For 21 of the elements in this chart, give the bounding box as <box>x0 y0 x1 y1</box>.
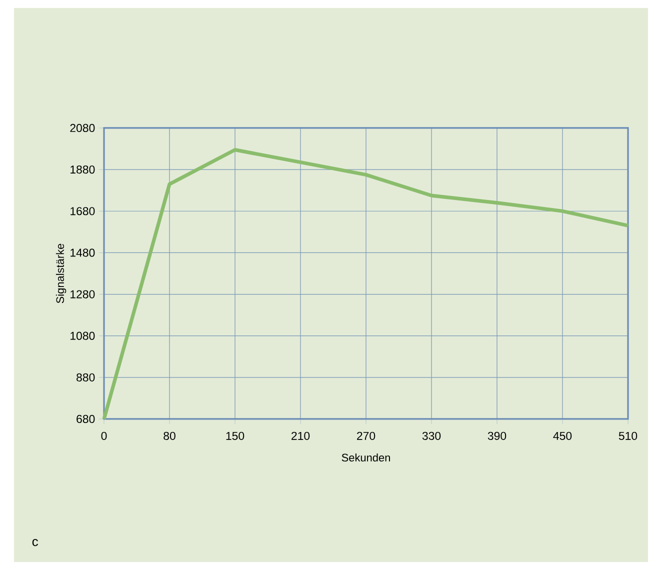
y-tick-label: 1880 <box>70 166 95 174</box>
y-tick-label: 880 <box>76 373 95 382</box>
y-tick-label: 2080 <box>70 124 95 132</box>
x-axis-title: Sekunden <box>342 453 390 462</box>
y-tick-label: 680 <box>76 414 95 424</box>
x-tick-label: 150 <box>226 432 244 440</box>
x-tick-label: 210 <box>292 432 310 440</box>
x-tick-label: 80 <box>164 432 176 440</box>
x-tick-label: 390 <box>488 432 506 440</box>
x-tick-label: 510 <box>618 432 638 440</box>
y-axis-title: Signalstärke <box>56 244 66 304</box>
x-tick-label: 330 <box>422 432 441 440</box>
y-tick-label: 1680 <box>70 207 95 216</box>
y-tick-label: 1080 <box>70 332 95 340</box>
x-tick-label: 0 <box>101 432 107 440</box>
x-tick-label: 450 <box>553 432 572 440</box>
y-tick-label: 1480 <box>70 248 95 257</box>
y-tick-label: 1280 <box>70 290 95 298</box>
text: c <box>32 539 38 546</box>
x-tick-label: 270 <box>357 432 376 440</box>
line-series <box>102 148 630 421</box>
